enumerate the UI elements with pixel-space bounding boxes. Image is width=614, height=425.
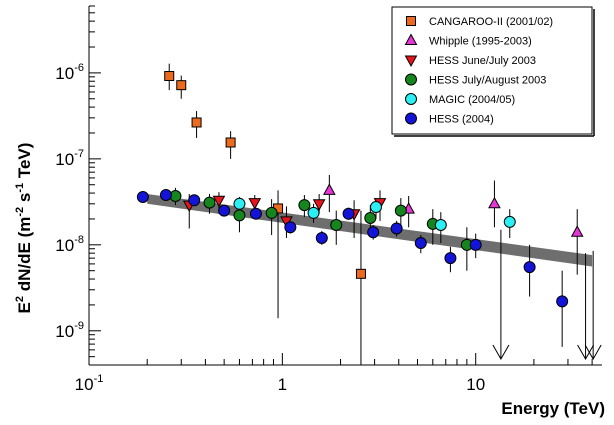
data-point	[307, 206, 320, 219]
y-label-tail: TeV)	[15, 143, 34, 183]
data-point	[570, 225, 584, 237]
y-axis-label: E2 dN/dE (m-2 s-1 TeV)	[14, 143, 34, 314]
legend-marker	[405, 112, 417, 125]
y-label-base-sup: 2	[14, 296, 26, 302]
axis-labels: Energy (TeV) E2 dN/dE (m-2 s-1 TeV)	[14, 143, 605, 418]
data-point	[312, 199, 326, 211]
y-tick-base: 10	[55, 236, 74, 255]
data-point-layer	[136, 71, 584, 308]
data-point	[284, 221, 297, 234]
legend-label: CANGAROO-II (2001/02)	[429, 16, 553, 28]
data-point	[330, 219, 343, 232]
legend-box	[391, 6, 593, 135]
data-point	[469, 238, 482, 251]
data-point	[556, 295, 569, 308]
y-tick-exponent: -8	[74, 234, 84, 246]
x-tick-base: 1	[278, 375, 287, 394]
data-point	[364, 212, 377, 225]
data-point	[503, 215, 516, 228]
data-point	[225, 137, 236, 148]
y-tick-label: 10-8	[55, 234, 84, 255]
data-point	[322, 183, 336, 195]
data-point	[394, 204, 407, 217]
data-point	[265, 206, 278, 219]
y-tick-base: 10	[55, 64, 74, 83]
x-tick-exponent: -1	[94, 373, 104, 385]
data-point	[191, 117, 202, 128]
data-point	[369, 201, 382, 214]
y-tick-label: 10-9	[55, 320, 84, 341]
x-tick-base: 10	[466, 375, 485, 394]
legend-marker	[406, 16, 416, 26]
y-label-s: s	[15, 193, 34, 207]
data-point	[390, 222, 403, 235]
x-axis-label: Energy (TeV)	[501, 399, 605, 418]
legend-label: MAGIC (2004/05)	[429, 94, 515, 106]
legend-label: HESS June/July 2003	[429, 55, 536, 67]
legend-marker	[405, 93, 417, 105]
x-tick-label: 10	[466, 375, 485, 394]
legend-marker	[404, 33, 418, 45]
data-point	[414, 237, 427, 250]
data-point	[298, 199, 311, 212]
y-tick-exponent: -7	[74, 148, 84, 160]
data-point	[218, 204, 231, 217]
data-point	[176, 80, 187, 91]
legend-marker	[404, 55, 418, 68]
upper-limit-arrowhead	[577, 344, 594, 361]
y-tick-base: 10	[55, 150, 74, 169]
legend-label: HESS (2004)	[429, 114, 494, 126]
data-point	[315, 232, 328, 245]
y-tick-label: 10-6	[55, 62, 84, 83]
legend-label: HESS July/August 2003	[429, 75, 546, 87]
legend-marker	[405, 73, 417, 86]
y-label-middle: dN/dE (m	[15, 217, 34, 296]
y-label-s-sup: -1	[14, 183, 26, 193]
y-tick-exponent: -9	[74, 320, 84, 332]
x-tick-label: 1	[278, 375, 287, 394]
data-point	[233, 209, 246, 222]
x-tick-base: 10	[75, 375, 94, 394]
y-tick-base: 10	[55, 322, 74, 341]
data-point	[164, 71, 175, 82]
y-label-base: E	[15, 302, 34, 313]
y-tick-exponent: -6	[74, 62, 84, 74]
data-point	[136, 191, 149, 204]
data-point	[367, 226, 380, 239]
data-point	[523, 261, 536, 274]
data-point	[159, 188, 172, 201]
legend: CANGAROO-II (2001/02) Whipple (1995-2003)…	[391, 6, 595, 137]
y-tick-label: 10-7	[55, 148, 84, 169]
data-point	[434, 219, 447, 232]
data-point	[444, 252, 457, 265]
data-point	[233, 197, 246, 210]
x-tick-label: 10-1	[75, 373, 104, 394]
data-point	[342, 207, 355, 220]
data-point	[249, 207, 262, 220]
data-point	[212, 195, 226, 208]
data-point	[488, 196, 501, 209]
data-point	[355, 268, 366, 279]
data-point	[248, 198, 262, 210]
data-point	[188, 194, 201, 207]
upper-limit-arrowhead	[492, 344, 510, 361]
y-label-m-sup: -2	[14, 207, 26, 217]
legend-label: Whipple (1995-2003)	[429, 36, 532, 48]
upper-limit-arrowhead	[584, 344, 602, 361]
data-point	[203, 196, 216, 209]
